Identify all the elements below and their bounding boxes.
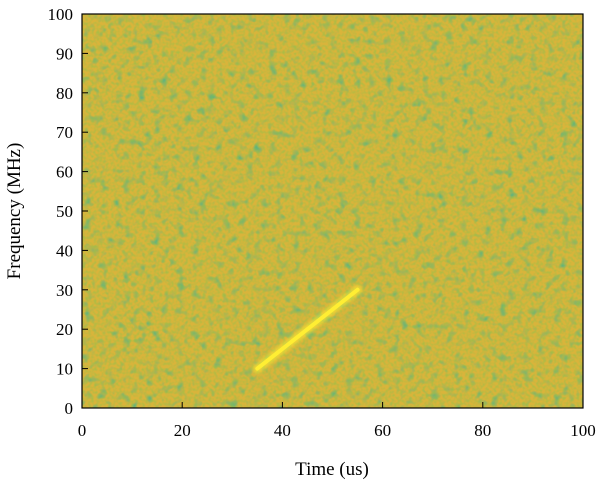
- x-tick-label: 0: [78, 421, 87, 440]
- noise-speckle: [82, 14, 583, 408]
- y-tick-label: 60: [56, 163, 73, 182]
- y-axis-ticks: 0 10 20 30 40 50 60 70 80 90 100: [48, 5, 88, 418]
- y-tick-label: 70: [56, 123, 73, 142]
- x-tick-label: 80: [474, 421, 491, 440]
- chirp-signal-line: [255, 287, 360, 371]
- y-tick-label: 20: [56, 320, 73, 339]
- y-tick-label: 40: [56, 241, 73, 260]
- y-tick-label: 100: [48, 5, 74, 24]
- plot-area: [82, 14, 583, 408]
- y-tick-label: 90: [56, 44, 73, 63]
- y-tick-label: 50: [56, 202, 73, 221]
- y-tick-label: 10: [56, 360, 73, 379]
- x-tick-label: 20: [174, 421, 191, 440]
- y-axis-label: Frequency (MHz): [4, 143, 25, 280]
- y-tick-label: 30: [56, 281, 73, 300]
- x-tick-label: 40: [274, 421, 291, 440]
- x-tick-label: 100: [570, 421, 596, 440]
- y-tick-label: 80: [56, 84, 73, 103]
- x-tick-label: 60: [374, 421, 391, 440]
- y-tick-label: 0: [65, 399, 74, 418]
- x-axis-label: Time (us): [295, 459, 369, 480]
- x-axis-ticks: 0 20 40 60 80 100: [78, 402, 596, 440]
